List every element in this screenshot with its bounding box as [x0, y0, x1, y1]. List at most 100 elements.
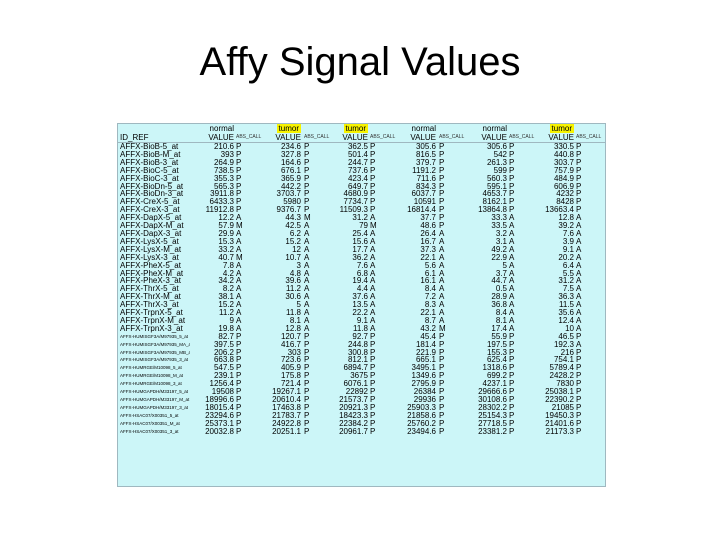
signal-value-cell: 11509.3: [339, 205, 368, 215]
abs-call-cell: A: [576, 308, 582, 318]
signal-value-cell: 606.9: [553, 181, 574, 191]
signal-value-cell: 9.1: [562, 244, 574, 254]
signal-value-cell: 11912.8: [205, 205, 234, 215]
probe-id-cell: AFFX-BioC-3_at: [120, 174, 179, 183]
abs-call-cell: P: [509, 410, 515, 420]
signal-value-cell: 22.1: [420, 252, 436, 262]
abs-call-cell: A: [304, 308, 310, 318]
abs-call-cell: A: [509, 300, 515, 310]
abs-call-cell: P: [236, 402, 242, 412]
abs-call-cell: P: [439, 379, 445, 389]
signal-value-cell: 197.5: [486, 339, 507, 349]
signal-value-cell: 9376.7: [276, 205, 301, 215]
abs-call-cell: A: [439, 276, 445, 286]
abs-call-cell: P: [370, 339, 376, 349]
signal-value-cell: 20.2: [558, 252, 574, 262]
signal-value-cell: 22.2: [352, 308, 368, 318]
slide-title: Affy Signal Values: [199, 40, 521, 84]
abs-call-cell: A: [304, 252, 310, 262]
abs-call-cell: P: [576, 189, 582, 199]
signal-value-cell: 1256.4: [209, 379, 234, 389]
signal-value-cell: 9: [229, 315, 234, 325]
abs-call-cell: A: [509, 308, 515, 318]
abs-call-cell: A: [370, 308, 376, 318]
abs-call-header: ABS_CALL: [509, 134, 535, 140]
abs-call-cell: P: [576, 418, 582, 428]
table-row: AFFX-TrpnX-M_at 9 A 8.1 A 9.1 A 8.7 A 8.1 A 12.4 A: [118, 315, 605, 325]
probe-id-cell: AFFX-BioB-3_at: [120, 158, 179, 167]
abs-call-cell: P: [509, 189, 515, 199]
column-header-row: ID_REF VALUE ABS_CALL VALUE ABS_CALL VAL…: [118, 133, 605, 143]
abs-call-cell: P: [370, 395, 376, 404]
signal-value-cell: 12.2: [218, 213, 234, 223]
abs-call-cell: A: [576, 292, 582, 302]
abs-call-cell: P: [576, 347, 582, 357]
abs-call-cell: A: [370, 292, 376, 302]
abs-call-cell: P: [509, 379, 515, 389]
signal-value-cell: 8428: [556, 197, 574, 207]
probe-id-cell: AFFX-PheX-3_at: [120, 277, 181, 286]
signal-value-cell: 4680.9: [343, 189, 368, 199]
abs-call-cell: M: [370, 221, 377, 231]
abs-call-cell: P: [439, 347, 445, 357]
signal-value-cell: 18423.3: [339, 410, 368, 420]
signal-value-cell: 1349.6: [411, 371, 436, 381]
signal-value-cell: 44.7: [491, 276, 507, 286]
probe-id-cell: AFFX-BioC-5_at: [120, 166, 179, 175]
abs-call-cell: P: [439, 189, 445, 199]
table-row: AFFX-ThrX-M_at 38.1 A 30.6 A 37.6 A 7.2 A 28.9 A 36…: [118, 293, 605, 301]
abs-call-cell: P: [576, 157, 582, 167]
table-row: AFFX-BioB-3_at 264.9 P 164.6 P 244.7 P 379.7 P 26…: [118, 157, 605, 167]
abs-call-cell: M: [304, 213, 311, 223]
signal-value-cell: 221.9: [415, 347, 436, 357]
abs-call-cell: P: [509, 426, 515, 436]
probe-id-cell: AFFX-HUMISGF3A/M97935_MA_at: [120, 341, 190, 347]
group-header-row: normal tumor tumor normal normal tumor: [118, 124, 605, 133]
signal-value-cell: 82.7: [218, 331, 234, 341]
signal-value-cell: 5: [502, 260, 507, 270]
abs-call-cell: P: [236, 379, 242, 389]
signal-value-cell: 33.5: [491, 221, 507, 231]
abs-call-cell: P: [439, 418, 445, 428]
abs-call-cell: A: [509, 323, 515, 333]
abs-call-cell: A: [236, 236, 242, 246]
signal-value-cell: 18996.6: [205, 395, 234, 404]
abs-call-cell: P: [304, 395, 310, 404]
abs-call-cell: P: [439, 410, 445, 420]
table-row: AFFX-CreX-5_at 6433.3 P 5980 P 7734.7 P 10591 P 8…: [118, 198, 605, 206]
value-header: VALUE: [342, 133, 368, 142]
signal-value-cell: 565.3: [213, 181, 234, 191]
abs-call-cell: P: [304, 189, 310, 199]
signal-value-cell: 39.2: [558, 221, 574, 231]
abs-call-cell: P: [370, 173, 376, 183]
signal-value-cell: 264.9: [213, 157, 234, 167]
abs-call-cell: P: [576, 410, 582, 420]
abs-call-cell: P: [576, 395, 582, 404]
signal-value-cell: 442.2: [280, 181, 301, 191]
signal-value-cell: 723.6: [280, 355, 301, 365]
signal-value-cell: 6894.7: [343, 363, 368, 373]
signal-value-cell: 757.9: [553, 165, 574, 175]
abs-call-cell: A: [304, 221, 310, 231]
abs-call-cell: P: [304, 379, 310, 389]
signal-value-cell: 5980: [283, 197, 301, 207]
signal-value-cell: 244.7: [347, 157, 368, 167]
abs-call-cell: M: [236, 252, 243, 262]
table-row: AFFX-HUMRGE/M10098_3_at 1256.4 P 721.4 P 6076…: [118, 380, 605, 388]
signal-value-cell: 12.4: [558, 315, 574, 325]
table-row: AFFX-DapX-M_at 57.9 M 42.5 A 79 M 48.6 P 33.5 A 39.…: [118, 222, 605, 230]
signal-value-cell: 55.9: [491, 331, 507, 341]
signal-value-cell: 10: [565, 323, 574, 333]
abs-call-cell: M: [236, 221, 243, 231]
signal-value-cell: 29.9: [218, 228, 234, 238]
signal-value-cell: 11.2: [286, 284, 301, 294]
abs-call-cell: A: [370, 252, 376, 262]
signal-value-cell: 31.2: [352, 213, 368, 223]
abs-call-cell: A: [370, 284, 376, 294]
signal-value-cell: 8.4: [495, 308, 507, 318]
abs-call-cell: P: [304, 387, 310, 397]
abs-call-cell: P: [236, 165, 242, 175]
signal-value-cell: 305.6: [415, 142, 436, 151]
signal-value-cell: 22.1: [420, 308, 436, 318]
value-header: VALUE: [548, 133, 574, 142]
